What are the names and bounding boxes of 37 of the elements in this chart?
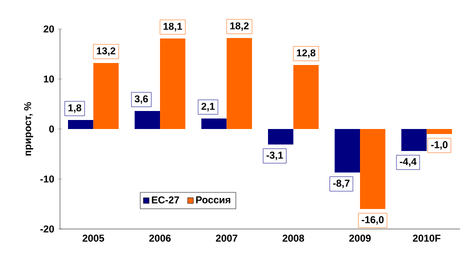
data-label: -8,7 — [333, 180, 350, 188]
y-tick-label: -10 — [40, 175, 54, 183]
bar — [160, 38, 186, 129]
data-label: 12,8 — [296, 49, 316, 58]
bar — [334, 129, 360, 172]
bar — [68, 120, 94, 129]
bar — [426, 129, 452, 134]
x-tick-label: 2007 — [216, 234, 238, 242]
x-tick-label: 2005 — [82, 234, 104, 242]
data-label: 13,2 — [96, 47, 116, 56]
data-label: -1,0 — [431, 141, 448, 150]
y-tick-label: 10 — [44, 75, 54, 83]
data-label: 3,6 — [134, 95, 148, 104]
y-tick-label: 0 — [49, 125, 54, 133]
data-label: -16,0 — [362, 216, 384, 225]
x-tick-label: 2009 — [349, 234, 371, 242]
y-tick-label: 20 — [44, 25, 54, 33]
data-label: 1,8 — [68, 104, 82, 113]
bar — [201, 118, 227, 129]
data-label: 18,2 — [230, 22, 249, 31]
bar — [268, 129, 294, 144]
legend-label: Россия — [196, 196, 230, 204]
bar — [226, 38, 252, 129]
data-label: -3,1 — [266, 152, 283, 160]
x-tick-label: 2008 — [282, 234, 304, 242]
data-label: 18,1 — [164, 22, 182, 32]
y-tick-label: -20 — [40, 225, 54, 233]
data-label: 2,1 — [201, 102, 215, 112]
bar — [360, 129, 386, 209]
bar — [134, 111, 160, 129]
bar — [93, 63, 119, 129]
legend-label: ЕС-27 — [152, 196, 180, 204]
bar — [293, 65, 319, 129]
x-tick-label: 2006 — [149, 234, 171, 242]
data-label: -4,4 — [400, 158, 417, 167]
y-axis-title: прирост, % — [24, 102, 34, 156]
x-tick-label: 2010F — [412, 234, 440, 242]
